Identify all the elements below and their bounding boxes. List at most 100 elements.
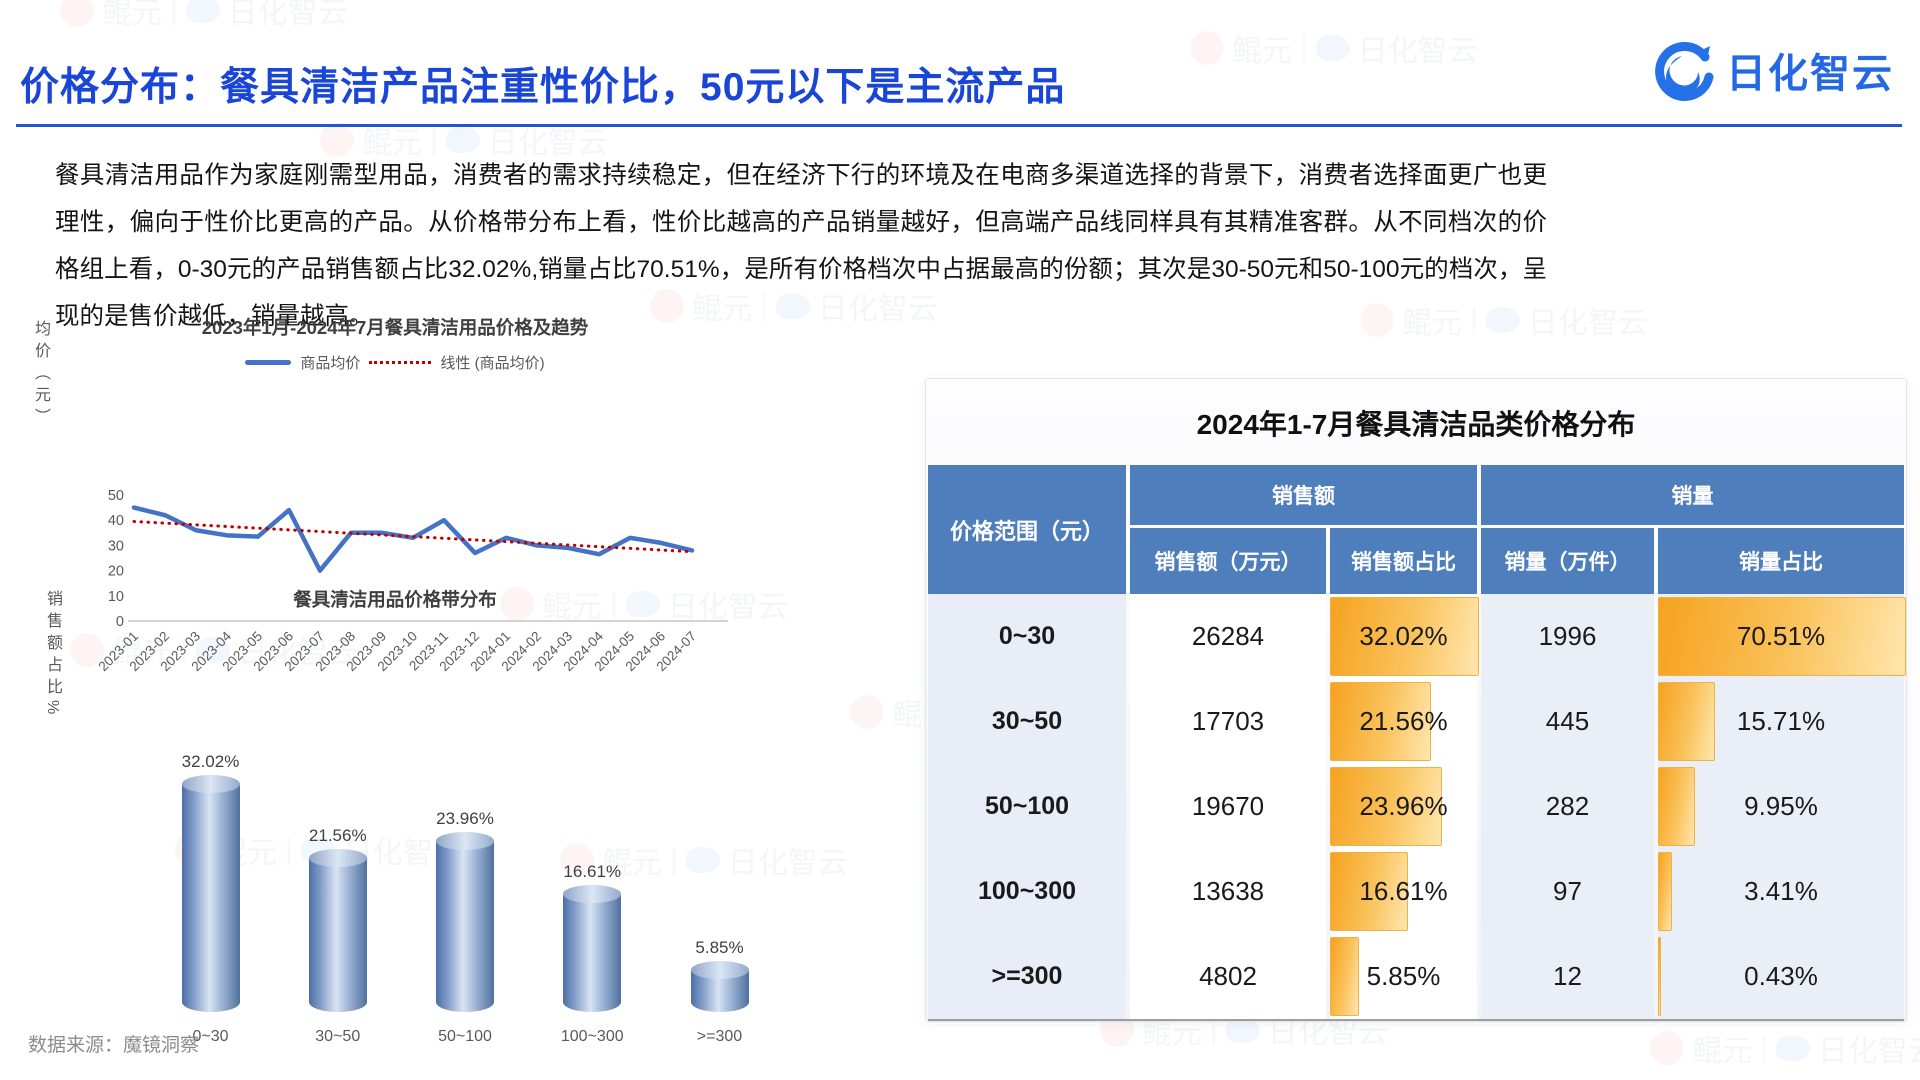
watermark-brand: 日化智云 (1817, 1035, 1920, 1068)
sales-share-cell: 23.96% (1330, 764, 1477, 849)
watermark-text: 鲲元 (1232, 35, 1292, 68)
trend-line-swatch (369, 361, 432, 364)
sales-share-value: 32.02% (1359, 621, 1448, 651)
watermark-dot-icon (1650, 1031, 1684, 1065)
volume-share-value: 70.51% (1736, 621, 1826, 651)
header-sales-amount: 销售额（万元） (1130, 528, 1326, 594)
bar-column: 5.85% >=300 (656, 620, 783, 1046)
watermark-text: 鲲元 (1692, 1035, 1752, 1068)
volume-value-cell: 1996 (1481, 594, 1654, 679)
watermark-whale-icon (1775, 1035, 1810, 1061)
sales-share-databar (1330, 852, 1409, 931)
bar-value-label: 16.61% (563, 862, 622, 881)
bar-value-label: 5.85% (695, 938, 744, 957)
line-chart-y-axis-label: 均价（元） (32, 320, 49, 430)
volume-share-value: 9.95% (1744, 791, 1818, 821)
watermark-dot-icon (850, 695, 884, 729)
summary-paragraph: 餐具清洁用品作为家庭刚需型用品，消费者的需求持续稳定，但在经济下行的环境及在电商… (55, 162, 1547, 330)
whale-swirl-icon (1655, 41, 1714, 101)
watermark-brand: 日化智云 (227, 0, 348, 30)
series-line-swatch (245, 360, 292, 365)
volume-share-databar (1658, 597, 1906, 676)
cylinder-bar (690, 961, 749, 1012)
volume-share-cell: 9.95% (1658, 764, 1904, 849)
y-axis-tick: 0 (116, 614, 124, 630)
sales-share-cell: 16.61% (1330, 849, 1477, 934)
title-divider (16, 124, 1902, 127)
header-volume-share: 销量占比 (1658, 528, 1904, 594)
header-sales-share: 销售额占比 (1330, 528, 1477, 594)
bar-category-label: 50~100 (438, 1028, 492, 1045)
data-source-note: 数据来源：魔镜洞察 (28, 1035, 200, 1056)
bar-column: 16.61% 100~300 (529, 620, 656, 1046)
price-range-cell: >=300 (928, 934, 1126, 1019)
y-axis-tick: 20 (108, 564, 124, 580)
watermark-brand: 日化智云 (1357, 35, 1478, 68)
price-range-cell: 30~50 (928, 679, 1126, 764)
cylinder-bar (563, 885, 622, 1012)
table-title: 2024年1-7月餐具清洁品类价格分布 (1196, 409, 1636, 440)
price-range-cell: 0~30 (928, 594, 1126, 679)
header-price-range: 价格范围（元） (928, 465, 1126, 594)
sales-share-value: 21.56% (1359, 706, 1448, 736)
sales-share-cell: 21.56% (1330, 679, 1477, 764)
watermark-separator: | (1300, 31, 1308, 64)
sales-share-value: 16.61% (1359, 876, 1448, 906)
header-group-volume: 销量 (1481, 465, 1904, 525)
series-2-label: 线性 (商品均价) (440, 355, 545, 372)
header-volume-amount: 销量（万件） (1481, 528, 1654, 594)
sales-value-cell: 19670 (1130, 764, 1326, 849)
sales-share-databar (1330, 767, 1442, 846)
volume-value-cell: 97 (1481, 849, 1654, 934)
price-band-bar-chart: 32.02% 0~30 21.56% 30~50 23.96% 50~100 16.61% 1… (147, 620, 783, 1046)
y-axis-tick: 50 (108, 488, 124, 504)
sales-share-value: 23.96% (1359, 791, 1448, 821)
sales-share-databar (1330, 597, 1479, 676)
watermark-separator: | (1760, 1031, 1768, 1064)
sales-share-cell: 5.85% (1330, 934, 1477, 1019)
volume-share-cell: 15.71% (1658, 679, 1904, 764)
bar-value-label: 23.96% (436, 809, 494, 828)
sales-value-cell: 26284 (1130, 594, 1326, 679)
series-1-label: 商品均价 (300, 355, 361, 372)
bar-column: 21.56% 30~50 (274, 620, 401, 1046)
price-range-cell: 100~300 (928, 849, 1126, 934)
volume-share-value: 0.43% (1744, 961, 1818, 991)
avg-price-line (131, 505, 695, 573)
volume-value-cell: 445 (1481, 679, 1654, 764)
header-group-sales: 销售额 (1130, 465, 1477, 525)
volume-share-databar (1658, 767, 1695, 846)
sales-share-value: 5.85% (1366, 961, 1441, 991)
bar-category-label: 30~50 (315, 1028, 361, 1045)
volume-share-value: 3.41% (1744, 876, 1818, 906)
y-axis-tick: 30 (108, 538, 124, 554)
watermark-whale-icon (185, 0, 220, 23)
bar-chart-y-axis-label: 销售额占比% (44, 590, 61, 721)
sales-share-databar (1330, 682, 1431, 761)
price-range-cell: 50~100 (928, 764, 1126, 849)
watermark: 鲲元| 日化智云 (1650, 1026, 1920, 1070)
volume-share-cell: 0.43% (1658, 934, 1904, 1019)
volume-value-cell: 282 (1481, 764, 1654, 849)
bar-category-label: >=300 (696, 1028, 743, 1045)
watermark: 鲲元|日化智云 (60, 0, 348, 32)
volume-share-cell: 3.41% (1658, 849, 1904, 934)
sales-share-databar (1330, 937, 1359, 1016)
watermark: 鲲元| 日化智云 (1190, 26, 1478, 70)
bar-column: 32.02% 0~30 (147, 620, 274, 1046)
trend-line (132, 519, 694, 554)
bar-chart-title: 餐具清洁用品价格带分布 (293, 589, 497, 610)
price-trend-line-chart: 010203040502023-012023-022023-032023-042… (95, 488, 728, 674)
brand-name: 日化智云 (1726, 52, 1894, 96)
sales-value-cell: 4802 (1130, 934, 1326, 1019)
watermark-dot-icon (60, 0, 94, 27)
page-title: 价格分布：餐具清洁产品注重性价比，50元以下是主流产品 (20, 66, 1066, 109)
watermark-separator: | (170, 0, 178, 26)
volume-share-databar (1658, 937, 1662, 1016)
y-axis-tick: 10 (108, 589, 124, 605)
sales-value-cell: 17703 (1130, 679, 1326, 764)
bar-value-label: 32.02% (181, 752, 240, 771)
sales-value-cell: 13638 (1130, 849, 1326, 934)
table-body: 0~30 26284 32.02% 1996 70.51% 30~50 17703 21.56… (928, 594, 1906, 1021)
cylinder-bar (308, 849, 367, 1012)
